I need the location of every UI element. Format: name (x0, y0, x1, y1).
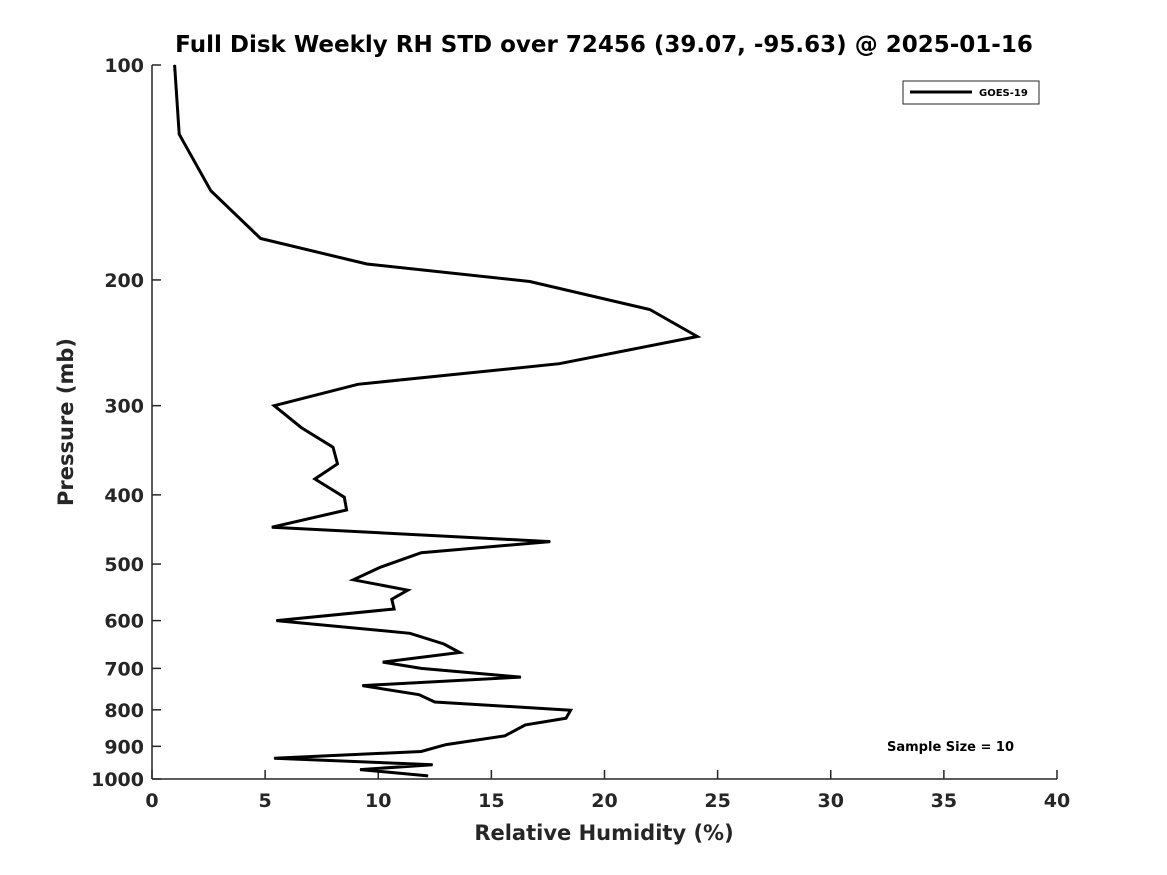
series-points (174, 64, 698, 777)
data-point (520, 676, 522, 678)
x-tick-label: 20 (591, 790, 617, 812)
data-point (558, 363, 560, 365)
y-tick-label: 500 (104, 554, 144, 576)
data-point (420, 667, 422, 669)
data-point (443, 643, 445, 645)
data-point (565, 717, 567, 719)
x-tick-label: 40 (1044, 790, 1070, 812)
data-point (300, 427, 302, 429)
y-tick-label: 100 (104, 55, 144, 77)
y-tick-label: 300 (104, 396, 144, 418)
data-point (273, 405, 275, 407)
data-point (393, 608, 395, 610)
x-tick-label: 25 (704, 790, 730, 812)
data-point (696, 335, 698, 337)
sample-size-annotation: Sample Size = 10 (887, 740, 1014, 755)
data-point (346, 509, 348, 511)
x-tick-label: 15 (478, 790, 504, 812)
data-point (445, 744, 447, 746)
data-point (352, 579, 354, 581)
y-tick-label: 900 (104, 736, 144, 758)
data-point (649, 308, 651, 310)
y-tick-label: 700 (104, 658, 144, 680)
x-tick-label: 0 (145, 790, 158, 812)
data-point (407, 589, 409, 591)
data-point (273, 757, 275, 759)
y-tick-label: 800 (104, 700, 144, 722)
y-ticks: 100 200 300 400 500 600 700 800 900 1000 (91, 55, 161, 791)
data-point (275, 620, 277, 622)
data-point (504, 735, 506, 737)
data-point (549, 541, 551, 543)
data-point (418, 694, 420, 696)
y-axis-label: Pressure (mb) (54, 338, 78, 506)
data-point (524, 724, 526, 726)
series-line-goes-19 (173, 64, 702, 778)
data-point (343, 496, 345, 498)
x-tick-label: 10 (365, 790, 391, 812)
data-point (459, 651, 461, 653)
data-point (361, 685, 363, 687)
data-point (332, 446, 334, 448)
y-tick-label: 200 (104, 270, 144, 292)
data-point (420, 750, 422, 752)
data-point (260, 238, 262, 240)
data-point (359, 769, 361, 771)
data-point (409, 632, 411, 634)
data-point (178, 133, 180, 135)
data-point (314, 478, 316, 480)
x-ticks: 0 5 10 15 20 25 30 35 40 (145, 770, 1070, 812)
data-point (391, 598, 393, 600)
x-axis-label: Relative Humidity (%) (474, 821, 733, 845)
legend-label: GOES-19 (979, 88, 1028, 99)
y-tick-label: 600 (104, 611, 144, 633)
x-tick-label: 35 (931, 790, 957, 812)
data-point (570, 709, 572, 711)
chart-title: Full Disk Weekly RH STD over 72456 (39.0… (175, 32, 1033, 58)
x-tick-label: 5 (259, 790, 272, 812)
data-point (337, 463, 339, 465)
y-tick-label: 400 (104, 485, 144, 507)
data-point (382, 661, 384, 663)
data-point (357, 383, 359, 385)
legend: GOES-19 (902, 80, 1040, 105)
data-point (271, 526, 273, 528)
data-point (210, 190, 212, 192)
y-tick-label: 1000 (91, 769, 144, 791)
data-point (366, 263, 368, 265)
data-point (432, 764, 434, 766)
x-tick-label: 30 (818, 790, 844, 812)
data-point (420, 552, 422, 554)
data-point (434, 701, 436, 703)
data-point (529, 280, 531, 282)
data-point (174, 64, 176, 66)
data-point (427, 775, 429, 777)
data-point (380, 566, 382, 568)
